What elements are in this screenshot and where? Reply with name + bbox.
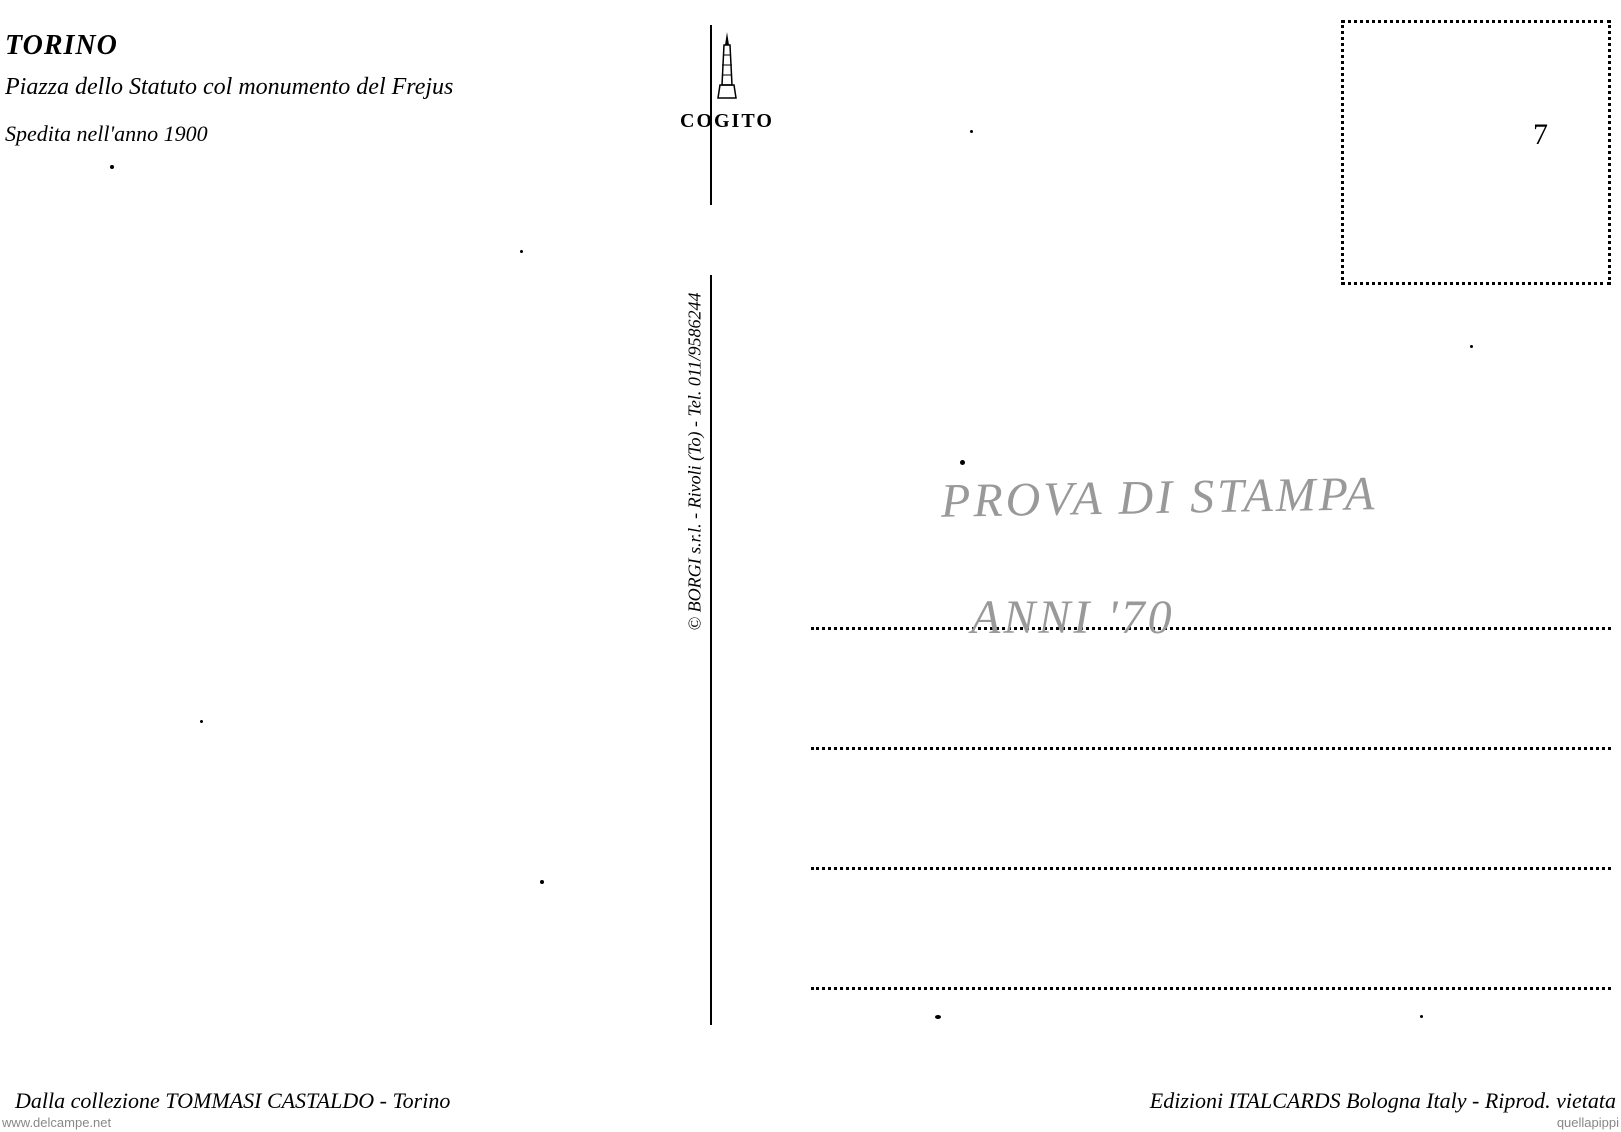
speck — [200, 720, 203, 723]
speck — [935, 1015, 941, 1019]
speck — [970, 130, 973, 133]
edition-credit: Edizioni ITALCARDS Bologna Italy - Ripro… — [1150, 1088, 1616, 1114]
stamp-number: 7 — [1533, 118, 1548, 152]
stamp-box: 7 — [1341, 20, 1611, 285]
speck — [520, 250, 523, 253]
sent-year: Spedita nell'anno 1900 — [5, 121, 453, 147]
header-section: TORINO Piazza dello Statuto col monument… — [5, 30, 453, 147]
city-name: TORINO — [5, 30, 453, 62]
speck — [110, 165, 114, 169]
postcard-back: TORINO Piazza dello Statuto col monument… — [0, 0, 1621, 1132]
handwritten-text-1: PROVA DI STAMPA — [941, 466, 1378, 529]
watermark-right: quellapippi — [1557, 1115, 1619, 1130]
address-line-4 — [811, 870, 1611, 990]
address-line-1: PROVA DI STAMPA — [811, 510, 1611, 630]
address-line-2: ANNI '70 — [811, 630, 1611, 750]
tower-icon — [712, 30, 742, 100]
cogito-logo: COGITO — [680, 30, 774, 133]
location-description: Piazza dello Statuto col monumento del F… — [5, 74, 453, 101]
speck — [960, 460, 965, 465]
address-area: PROVA DI STAMPA ANNI '70 — [811, 510, 1611, 990]
publisher-text: © BORGI s.r.l. - Rivoli (To) - Tel. 011/… — [685, 292, 706, 630]
handwritten-text-2: ANNI '70 — [971, 590, 1175, 645]
address-line-3 — [811, 750, 1611, 870]
speck — [540, 880, 544, 884]
collection-credit: Dalla collezione TOMMASI CASTALDO - Tori… — [15, 1088, 450, 1114]
center-divider-bottom — [710, 275, 712, 1025]
speck — [1420, 1015, 1423, 1018]
speck — [1470, 345, 1473, 348]
cogito-text: COGITO — [680, 110, 774, 133]
watermark-left: www.delcampe.net — [2, 1115, 111, 1130]
